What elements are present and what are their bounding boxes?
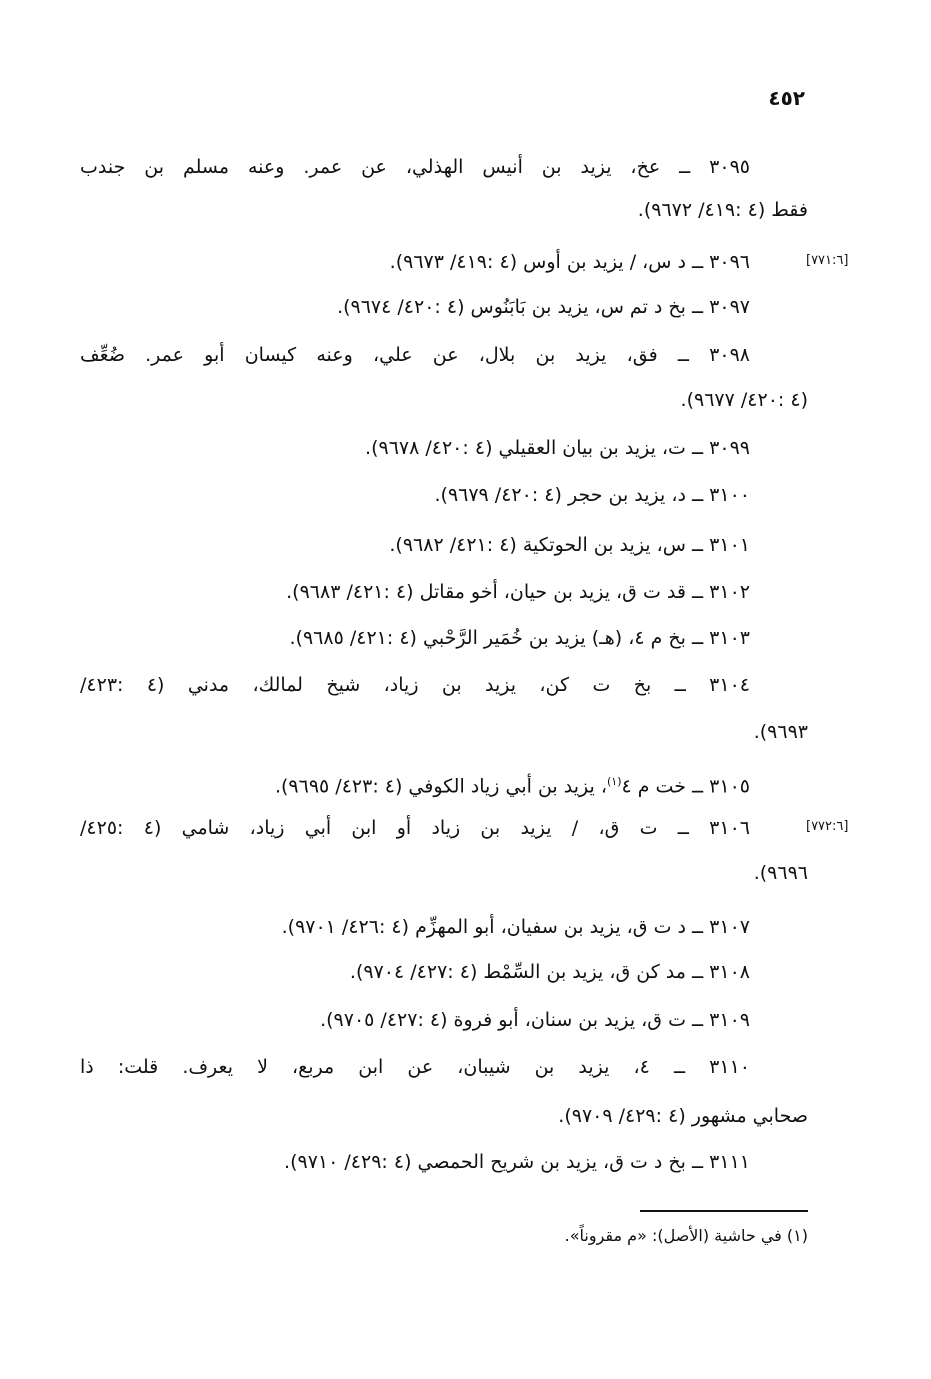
margin-reference: [٧٧٢:٦] xyxy=(806,819,849,834)
entry-line: ٣١٠٧ ــ د ت ق، يزيد بن سفيان، أبو المهزِ… xyxy=(281,916,750,938)
footnote: (١) في حاشية (الأصل): «م مقروناً». xyxy=(564,1226,808,1245)
entry-line: ٣٠٩٦ ــ د س، / يزيد بن أوس (٤ :٤١٩/ ٩٦٧٣… xyxy=(389,251,750,273)
entry-line: ٣١٠١ ــ س، يزيد بن الحوتكية (٤ :٤٢١/ ٩٦٨… xyxy=(389,534,750,556)
entry-continuation-line: صحابي مشهور (٤ :٤٢٩/ ٩٧٠٩). xyxy=(558,1105,808,1127)
entry-line: ٣١١١ ــ بخ د ت ق، يزيد بن شريح الحمصي (٤… xyxy=(284,1151,750,1173)
footnote-divider xyxy=(640,1210,808,1212)
entry-line: ٣١٠٢ ــ قد ت ق، يزيد بن حيان، أخو مقاتل … xyxy=(286,581,750,603)
entry-line: ٣١٠٤ ــ بخ ت كن، يزيد بن زياد، شيخ لمالك… xyxy=(80,674,750,696)
entry-continuation-line: (٤ :٤٢٠/ ٩٦٧٧). xyxy=(680,389,808,411)
margin-reference: [٧٧١:٦] xyxy=(806,253,849,268)
entry-text: ، يزيد بن أبي زياد الكوفي (٤ :٤٢٣/ ٩٦٩٥)… xyxy=(274,775,607,798)
entry-line: ٣١١٠ ــ ٤، يزيد بن شيبان، عن ابن مربع، ل… xyxy=(80,1056,750,1078)
entry-line: ٣١٠٩ ــ ت ق، يزيد بن سنان، أبو فروة (٤ :… xyxy=(320,1009,750,1031)
entry-line: ٣١٠٦ ــ ت ق، / يزيد بن زياد أو ابن أبي ز… xyxy=(80,817,750,839)
entry-continuation-line: فقط (٤ :٤١٩/ ٩٦٧٢). xyxy=(637,199,808,221)
entry-line: ٣٠٩٨ ــ فق، يزيد بن بلال، عن علي، وعنه ك… xyxy=(80,344,750,366)
entry-continuation-line: ٩٦٩٦). xyxy=(753,862,808,884)
entry-continuation-line: ٩٦٩٣). xyxy=(753,721,808,743)
entry-text: ٣١٠٥ ــ خت م ٤ xyxy=(621,775,750,798)
entry-line: ٣١٠٠ ــ د، يزيد بن حجر (٤ :٤٢٠/ ٩٦٧٩). xyxy=(434,484,750,506)
footnote-reference[interactable]: (١) xyxy=(606,775,622,788)
entry-line: ٣٠٩٧ ــ بخ د تم س، يزيد بن بَابَنُوس (٤ … xyxy=(337,296,750,318)
entry-line: ٣١٠٨ ــ مد كن ق، يزيد بن السِّمْط (٤ :٤٢… xyxy=(349,961,750,983)
entry-line: ٣١٠٥ ــ خت م ٤(١)، يزيد بن أبي زياد الكو… xyxy=(275,767,750,797)
entry-line: ٣١٠٣ ــ بخ م ٤، (هـ) يزيد بن خُمَير الرَ… xyxy=(289,627,750,649)
entry-line: ٣٠٩٥ ــ عخ، يزيد بن أنيس الهذلي، عن عمر.… xyxy=(80,156,750,178)
entry-line: ٣٠٩٩ ــ ت، يزيد بن بيان العقيلي (٤ :٤٢٠/… xyxy=(365,437,750,459)
page-number: ٤٥٢ xyxy=(768,86,805,110)
